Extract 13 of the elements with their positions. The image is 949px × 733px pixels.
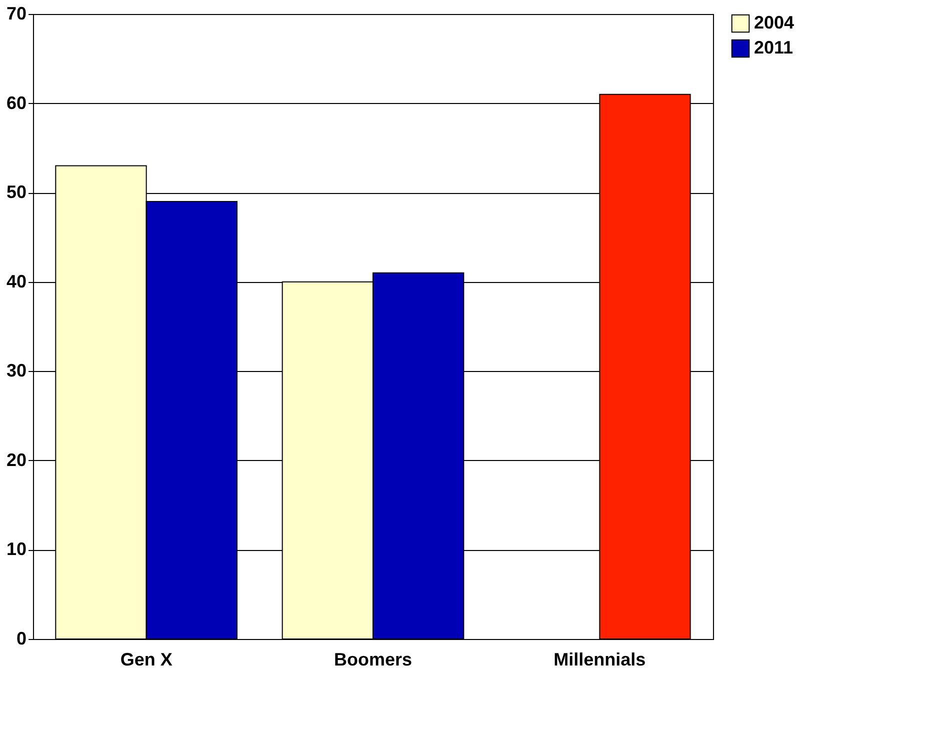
legend-label: 2004 [754,12,794,32]
y-tick-label: 20 [6,450,26,470]
y-tick-label: 70 [6,4,26,24]
legend-label: 2011 [754,38,794,58]
y-tick-label: 10 [6,539,26,560]
y-tick-label: 30 [6,360,26,381]
y-tick-label: 50 [6,182,26,202]
x-tick-label: Boomers [334,650,412,670]
y-tick-label: 0 [16,628,26,648]
y-tick-label: 40 [6,271,26,292]
y-tick-label: 60 [6,92,26,113]
x-tick-label: Millennials [554,650,646,670]
x-tick-label: Gen X [120,650,172,670]
